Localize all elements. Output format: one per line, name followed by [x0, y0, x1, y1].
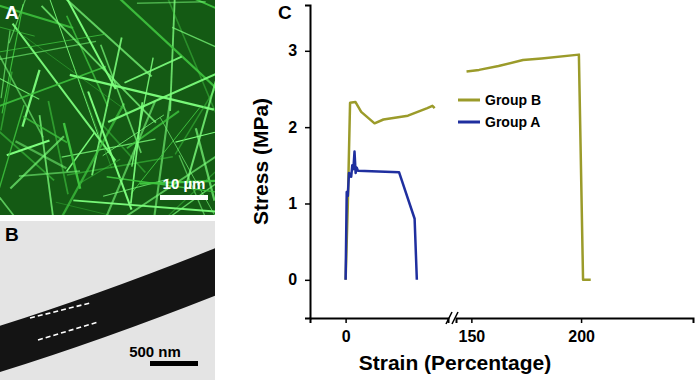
x-axis-title: Strain (Percentage) — [359, 351, 552, 374]
fiber — [175, 27, 215, 154]
legend-item: Group B — [458, 92, 541, 108]
fiber — [1, 72, 12, 131]
fiber — [40, 115, 61, 215]
wall-marker — [38, 322, 98, 340]
fiber — [0, 66, 106, 107]
fiber — [127, 111, 179, 148]
x-tick-mark — [345, 318, 347, 323]
y-axis-title: Stress (MPa) — [249, 98, 272, 225]
y-tick-label: 1 — [288, 195, 297, 212]
series-line — [467, 55, 591, 280]
fiber — [15, 141, 66, 168]
fiber — [0, 22, 35, 36]
y-tick: 3 — [288, 42, 310, 59]
fiber — [172, 27, 215, 55]
wall-marker — [30, 303, 90, 318]
fiber-body — [0, 268, 215, 352]
series-line — [346, 152, 417, 280]
panel-label: A — [5, 2, 19, 23]
y-tick: 2 — [288, 119, 310, 136]
axis-break — [452, 312, 458, 324]
plot-marks — [346, 55, 591, 280]
fiber — [0, 0, 73, 28]
fiber — [160, 118, 215, 215]
scale-bar-label: 500 nm — [129, 343, 181, 360]
y-axis: 0 1 2 3 — [288, 6, 310, 319]
fiber — [74, 66, 112, 168]
y-tick-label: 0 — [288, 271, 297, 288]
y-tick-mark — [305, 127, 310, 129]
figure-svg: A 10 µm B 500 nm C 0 150 200 0 1 2 3 Strain (Percent… — [0, 0, 699, 380]
series-line — [346, 102, 435, 280]
fiber — [0, 20, 43, 137]
legend-swatch — [458, 121, 480, 124]
y-tick: 0 — [288, 271, 310, 288]
y-tick: 1 — [288, 195, 310, 212]
fiber — [81, 159, 120, 183]
fiber — [42, 6, 156, 123]
fiber — [24, 36, 129, 112]
legend: Group B Group A — [458, 92, 541, 130]
axis-line — [305, 6, 311, 319]
legend-swatch — [458, 99, 480, 102]
x-tick-label: 150 — [459, 328, 486, 345]
x-tick-label: 0 — [342, 328, 351, 345]
fiber — [130, 168, 215, 215]
fiber — [0, 105, 24, 215]
fiber — [175, 132, 215, 142]
legend-label: Group B — [485, 92, 541, 108]
fiber — [93, 101, 155, 215]
figure: A 10 µm B 500 nm C 0 150 200 0 1 2 3 Strain (Percent… — [0, 0, 699, 380]
x-tick: 150 — [459, 318, 486, 345]
legend-label: Group A — [485, 114, 540, 130]
x-tick: 200 — [568, 318, 595, 345]
scale-bar — [150, 361, 198, 366]
y-tick-mark — [305, 203, 310, 205]
axis-break — [446, 312, 452, 324]
x-axis: 150 200 — [457, 318, 694, 345]
fiber — [137, 2, 206, 3]
fiber — [0, 85, 54, 181]
x-tick-label: 200 — [568, 328, 595, 345]
panel-label: C — [278, 2, 292, 23]
panel-label: B — [5, 224, 19, 245]
x-tick: 0 — [342, 318, 351, 345]
x-tick-mark — [471, 318, 473, 323]
axis-line — [311, 319, 449, 324]
fiber — [10, 136, 64, 188]
panel-c: C 0 150 200 0 1 2 3 Strain (Percentage) Stress (M… — [249, 2, 694, 374]
y-tick-mark — [305, 280, 310, 282]
fiber — [125, 57, 182, 83]
legend-item: Group A — [458, 114, 540, 130]
axis-line — [457, 319, 694, 324]
fiber — [101, 45, 141, 153]
y-tick-label: 3 — [288, 42, 297, 59]
panel-b: B 500 nm — [0, 221, 225, 380]
fiber — [73, 200, 215, 212]
scale-bar-label: 10 µm — [163, 175, 206, 192]
y-tick-mark — [305, 51, 310, 53]
scale-bar — [160, 195, 208, 200]
x-tick-mark — [581, 318, 583, 323]
x-axis: 0 — [311, 318, 449, 345]
y-tick-label: 2 — [288, 119, 297, 136]
fiber — [64, 123, 80, 189]
